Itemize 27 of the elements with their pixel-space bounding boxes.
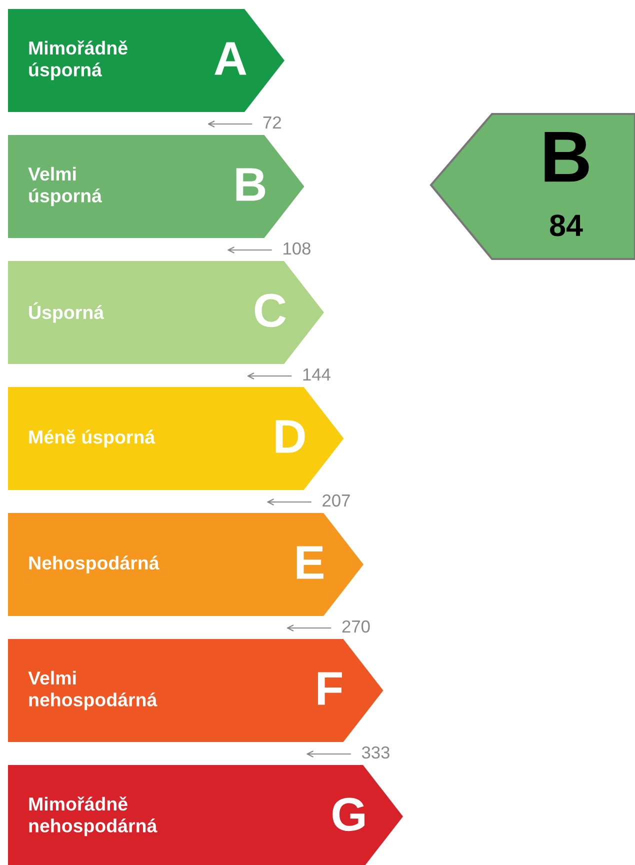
annotation: 333 xyxy=(362,746,390,759)
y-tick-label: A xyxy=(214,42,246,75)
annotation: 108 xyxy=(284,242,310,255)
annotation: 207 xyxy=(322,494,350,507)
annotation: Úsporná xyxy=(29,302,104,323)
text: 84 xyxy=(550,214,583,236)
annotation: Nehospodárná xyxy=(29,556,160,574)
annotation: Velmi nehospodárná xyxy=(28,670,158,710)
text: B xyxy=(544,132,589,182)
bar xyxy=(8,387,344,490)
annotation: 270 xyxy=(342,620,370,633)
annotation: Mimořádně nehospodárná xyxy=(29,796,158,836)
bar xyxy=(8,639,384,742)
bar xyxy=(8,261,324,364)
y-tick-label: D xyxy=(276,420,305,453)
annotation: Velmi úsporná xyxy=(28,166,102,206)
annotation: Méně úsporná xyxy=(29,430,156,448)
y-tick-label: F xyxy=(318,672,342,705)
annotation: 144 xyxy=(303,368,330,380)
y-tick-label: B xyxy=(236,168,266,201)
annotation: 72 xyxy=(263,116,281,128)
y-tick-label: G xyxy=(332,798,364,832)
bar xyxy=(8,513,364,616)
bar xyxy=(8,135,304,238)
y-tick-label: C xyxy=(254,294,286,328)
y-tick-label: E xyxy=(296,546,324,579)
annotation: Mimořádně úsporná xyxy=(29,40,128,80)
